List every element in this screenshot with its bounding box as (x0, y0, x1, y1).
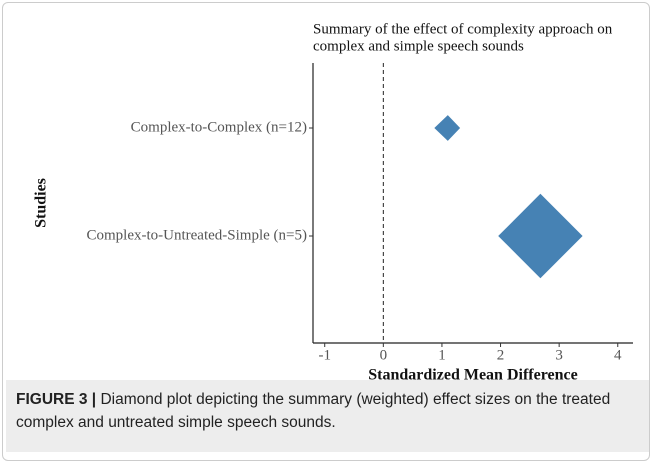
caption: FIGURE 3 | Diamond plot depicting the su… (6, 380, 649, 452)
chart-title: Summary of the effect of complexity appr… (313, 21, 613, 37)
caption-text: Diamond plot depicting the summary (weig… (16, 391, 611, 431)
x-tick-label: 3 (555, 347, 563, 363)
x-tick-label: 4 (614, 347, 622, 363)
x-tick-label: -1 (318, 347, 331, 363)
diamond (434, 115, 461, 141)
x-tick-label: 2 (497, 347, 505, 363)
diamond (498, 193, 583, 279)
x-tick-label: 1 (438, 347, 446, 363)
caption-label: FIGURE 3 | (16, 391, 97, 408)
y-tick-label: Complex-to-Complex (n=12) (131, 119, 307, 135)
x-tick-label: 0 (380, 347, 388, 363)
y-tick-label: Complex-to-Untreated-Simple (n=5) (87, 227, 308, 243)
y-axis-label: Studies (33, 178, 50, 228)
chart: Summary of the effect of complexity appr… (33, 21, 633, 384)
x-axis-label: Standardized Mean Difference (368, 367, 577, 384)
figure: Summary of the effect of complexity appr… (2, 2, 650, 461)
chart-title: complex and simple speech sounds (313, 38, 524, 54)
